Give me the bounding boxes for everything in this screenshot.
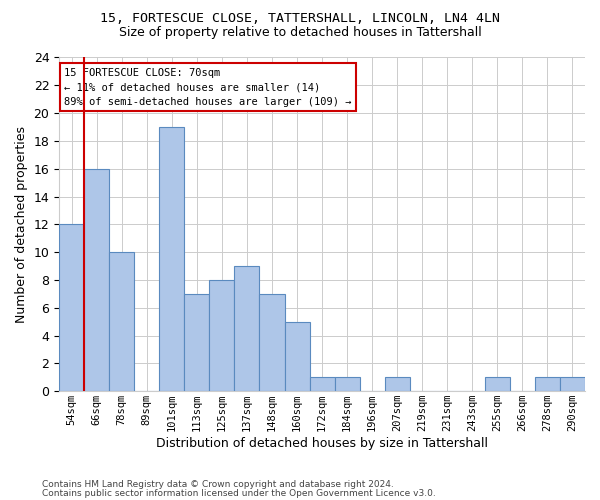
Bar [84, 168, 109, 391]
Bar [209, 280, 235, 391]
X-axis label: Distribution of detached houses by size in Tattershall: Distribution of detached houses by size … [156, 437, 488, 450]
Bar [535, 378, 560, 391]
Bar [235, 266, 259, 391]
Bar [284, 322, 310, 391]
Bar [310, 378, 335, 391]
Bar [184, 294, 209, 391]
Bar [385, 378, 410, 391]
Text: 15 FORTESCUE CLOSE: 70sqm
← 11% of detached houses are smaller (14)
89% of semi-: 15 FORTESCUE CLOSE: 70sqm ← 11% of detac… [64, 68, 352, 107]
Bar [485, 378, 510, 391]
Text: Contains public sector information licensed under the Open Government Licence v3: Contains public sector information licen… [42, 489, 436, 498]
Text: Size of property relative to detached houses in Tattershall: Size of property relative to detached ho… [119, 26, 481, 39]
Text: 15, FORTESCUE CLOSE, TATTERSHALL, LINCOLN, LN4 4LN: 15, FORTESCUE CLOSE, TATTERSHALL, LINCOL… [100, 12, 500, 26]
Bar [59, 224, 84, 391]
Text: Contains HM Land Registry data © Crown copyright and database right 2024.: Contains HM Land Registry data © Crown c… [42, 480, 394, 489]
Bar [335, 378, 359, 391]
Y-axis label: Number of detached properties: Number of detached properties [15, 126, 28, 323]
Bar [560, 378, 585, 391]
Bar [109, 252, 134, 391]
Bar [160, 127, 184, 391]
Bar [259, 294, 284, 391]
